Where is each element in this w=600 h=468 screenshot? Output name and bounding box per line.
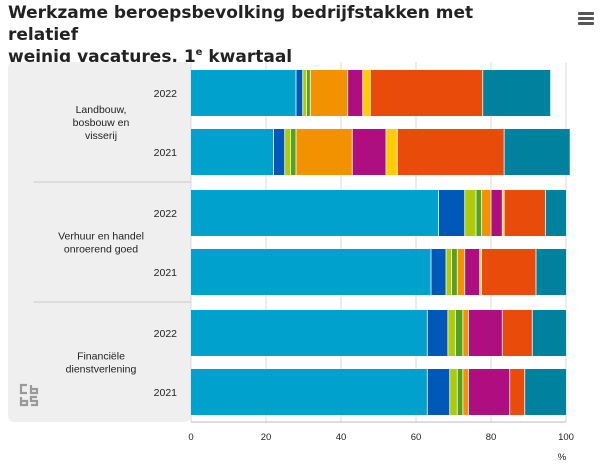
bar-segment [296,70,303,116]
bar-segment [469,310,503,356]
bar-segment [463,310,469,356]
group-label: visserij [85,130,117,142]
bar-segment [285,129,291,175]
x-tick-label: 0 [188,432,193,443]
year-label: 2021 [154,267,178,279]
year-label: 2022 [154,208,178,220]
bar-segment [455,310,463,356]
bar-segment [363,70,371,116]
bar-segment [483,70,551,116]
stacked-bar-chart: Landbouw,bosbouw envisserij 2022 2021 Verhu… [0,0,600,468]
bar-segment [465,249,480,295]
x-tick-label: 80 [486,432,497,443]
bar-segment [525,369,566,415]
bar-segment [450,369,458,415]
bar-segment [370,70,483,116]
bar-segment [504,190,545,236]
bar-segment [482,190,491,236]
bar-segment [191,369,427,415]
x-tick-label: 60 [411,432,422,443]
bar-segment [307,70,311,116]
bar-segment [290,129,296,175]
bar-segment [427,310,448,356]
bar-segment [446,249,452,295]
year-label: 2021 [154,147,178,159]
bar-segment [439,190,465,236]
bar-segment [191,310,427,356]
bar-segment [386,129,397,175]
bar-segment [502,310,532,356]
bar-segment [452,249,458,295]
bar-segment [274,129,285,175]
bar-segment [491,190,502,236]
bar-segment [191,70,296,116]
bar-segment [536,249,566,295]
bar-segment [545,190,566,236]
bar-segment [457,369,463,415]
x-axis-label: % [558,452,567,463]
group-label: Financiële [77,351,125,363]
cbs-logo-icon [18,383,40,409]
bar-segment [476,190,482,236]
bar-segment [463,369,469,415]
year-label: 2022 [154,328,178,340]
group-label: Landbouw, [76,104,127,116]
bar-segment [397,129,504,175]
group-label: Verhuur en handel [58,231,144,243]
year-label: 2021 [154,387,178,399]
bar-segment [352,129,386,175]
bar-segment [448,310,456,356]
bar-segment [469,369,510,415]
x-tick-label: 20 [261,432,272,443]
bar-segment [191,190,439,236]
bar-segment [457,249,465,295]
bar-segment [303,70,307,116]
bar-segment [310,70,348,116]
bar-segment [482,249,536,295]
bar-segment [191,129,274,175]
bar-segment [191,249,431,295]
group-label: dienstverlening [66,364,137,376]
bar-segment [465,190,476,236]
bar-segment [504,129,570,175]
bar-segment [532,310,566,356]
bar-segment [510,369,525,415]
year-label: 2022 [154,88,178,100]
group-label: bosbouw en [73,117,130,129]
bar-segment [431,249,446,295]
x-tick-label: 40 [336,432,347,443]
x-tick-label: 100 [558,432,574,443]
bar-segment [427,369,450,415]
group-label: onroerend goed [64,244,138,256]
bar-segment [296,129,352,175]
bar-segment [348,70,363,116]
